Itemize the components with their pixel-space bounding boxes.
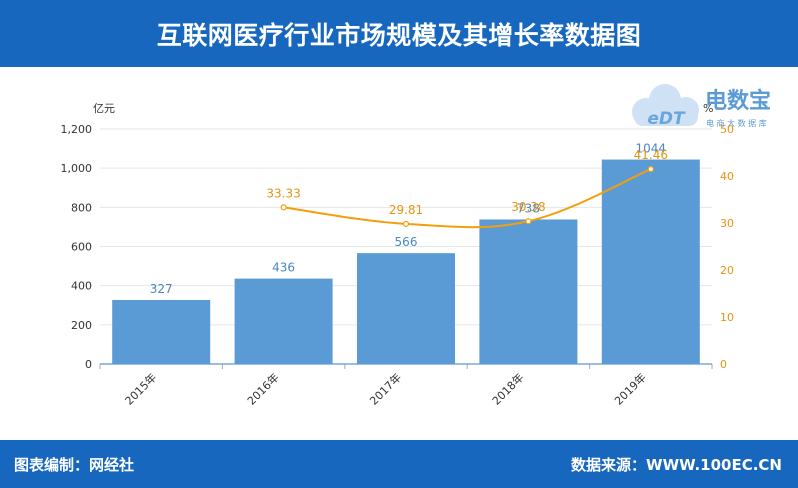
bar-value-label: 436	[272, 261, 295, 275]
bar	[112, 299, 211, 364]
line-series	[280, 166, 654, 229]
line-value-label: 33.33	[266, 186, 300, 200]
logo-mark: eDT	[647, 109, 686, 129]
bar-value-label: 738	[517, 201, 540, 215]
y-tick-label: 1,200	[61, 123, 93, 136]
x-tick-label: 2018年	[489, 370, 526, 407]
chart-title: 互联网医疗行业市场规模及其增长率数据图	[156, 20, 642, 50]
cloud-icon: eDT	[632, 84, 699, 129]
y2-tick-label: 0	[720, 358, 727, 371]
bar	[479, 219, 578, 364]
x-tick-label: 2016年	[244, 370, 281, 407]
bar-value-label: 566	[395, 235, 418, 249]
line-value-label: 29.81	[389, 203, 423, 217]
bar	[601, 159, 700, 364]
x-tick-label: 2019年	[611, 370, 648, 407]
line-value-label: 41.46	[634, 148, 668, 162]
y-tick-label: 400	[71, 280, 92, 293]
y-tick-label: 600	[71, 241, 92, 254]
data-labels: 327 436 566 738 1044 33.33 29.81 30.38 41.46	[150, 142, 668, 296]
y2-tick-label: 30	[720, 217, 734, 230]
line-point	[525, 218, 532, 225]
growth-line	[283, 168, 652, 229]
y-tick-label: 0	[85, 358, 92, 371]
y2-axis-title: %	[703, 102, 713, 115]
y-axis-title: 亿元	[93, 102, 115, 115]
logo-subtitle: 电 商 大 数 据 库	[706, 118, 767, 128]
line-point	[647, 166, 654, 173]
y2-tick-label: 40	[720, 170, 734, 183]
line-point	[280, 204, 287, 211]
y2-tick-label: 10	[720, 311, 734, 324]
logo-name: 电数宝	[705, 88, 771, 114]
footer-source-right: 数据来源：WWW.100EC.CN	[571, 456, 782, 474]
bar-series	[112, 159, 700, 364]
bar-value-label: 1044	[636, 142, 667, 156]
bar	[234, 278, 333, 364]
y2-tick-label: 50	[720, 123, 734, 136]
line-point	[402, 220, 410, 227]
footer-source-left: 图表编制：网经社	[14, 456, 135, 474]
title-bar: 互联网医疗行业市场规模及其增长率数据图	[0, 0, 798, 67]
line-value-label: 30.38	[511, 200, 545, 214]
footer: 图表编制：网经社 数据来源：WWW.100EC.CN	[0, 440, 798, 488]
y-tick-label: 1,000	[61, 162, 93, 175]
bar-value-label: 327	[150, 282, 173, 296]
x-tick-label: 2017年	[367, 370, 404, 407]
bar	[357, 253, 455, 364]
logo: eDT 电数宝 电 商 大 数 据 库	[632, 84, 771, 129]
y2-tick-label: 20	[720, 264, 734, 277]
y-tick-label: 200	[71, 319, 92, 332]
y-tick-label: 800	[71, 201, 92, 214]
chart: 0 200 400 600 800 1,000 1,200 0 10 20 30 40 50 2015年 2…	[61, 84, 771, 408]
x-tick-label: 2015年	[122, 370, 159, 407]
